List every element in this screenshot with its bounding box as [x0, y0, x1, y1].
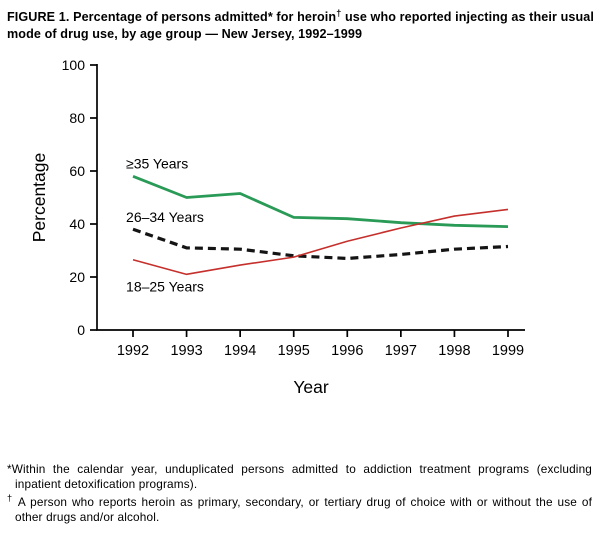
x-tick-label: 1998: [438, 343, 470, 359]
x-tick-label: 1993: [170, 343, 202, 359]
y-tick-label: 100: [62, 57, 86, 73]
y-tick-label: 20: [69, 269, 85, 285]
series-label-18to25: 18–25 Years: [126, 278, 204, 294]
series-label-35plus: ≥35 Years: [126, 155, 188, 171]
series-line-26to34: [132, 227, 509, 261]
y-axis-title: Percentage: [29, 153, 49, 243]
footnote-dagger: † A person who reports heroin as primary…: [7, 493, 592, 526]
figure-title-text: FIGURE 1. Percentage of persons admitted…: [7, 10, 337, 25]
figure-title: FIGURE 1. Percentage of persons admitted…: [7, 7, 595, 43]
footnote-text: Within the calendar year, unduplicated p…: [11, 462, 592, 492]
footnotes: *Within the calendar year, unduplicated …: [7, 462, 592, 525]
series-label-26to34: 26–34 Years: [126, 209, 204, 225]
figure-title-text-after: use who reported injecting as their usua…: [7, 10, 594, 42]
x-tick-label: 1992: [117, 343, 149, 359]
x-tick-label: 1997: [385, 343, 417, 359]
x-axis-title: Year: [293, 377, 329, 397]
line-chart: 0 20 40 60 80 100 1992 1993 1994 1995 1996 1997 1998…: [29, 57, 525, 397]
y-tick-label: 80: [69, 110, 85, 126]
footnote-text: A person who reports heroin as primary, …: [13, 494, 592, 524]
y-tick-label: 60: [69, 163, 85, 179]
x-tick-label: 1994: [224, 343, 256, 359]
x-tick-label: 1995: [278, 343, 310, 359]
y-tick-label: 40: [69, 216, 85, 232]
x-tick-label: 1999: [492, 343, 524, 359]
footnote-marker: †: [7, 492, 14, 503]
series-line-35plus: [132, 174, 509, 229]
figure-title-dagger: †: [336, 8, 342, 18]
y-tick-label: 0: [77, 322, 85, 338]
series-line-18to25: [132, 208, 509, 276]
x-tick-label: 1996: [331, 343, 363, 359]
footnote-marker: *: [7, 462, 12, 476]
footnote-asterisk: *Within the calendar year, unduplicated …: [7, 462, 592, 493]
